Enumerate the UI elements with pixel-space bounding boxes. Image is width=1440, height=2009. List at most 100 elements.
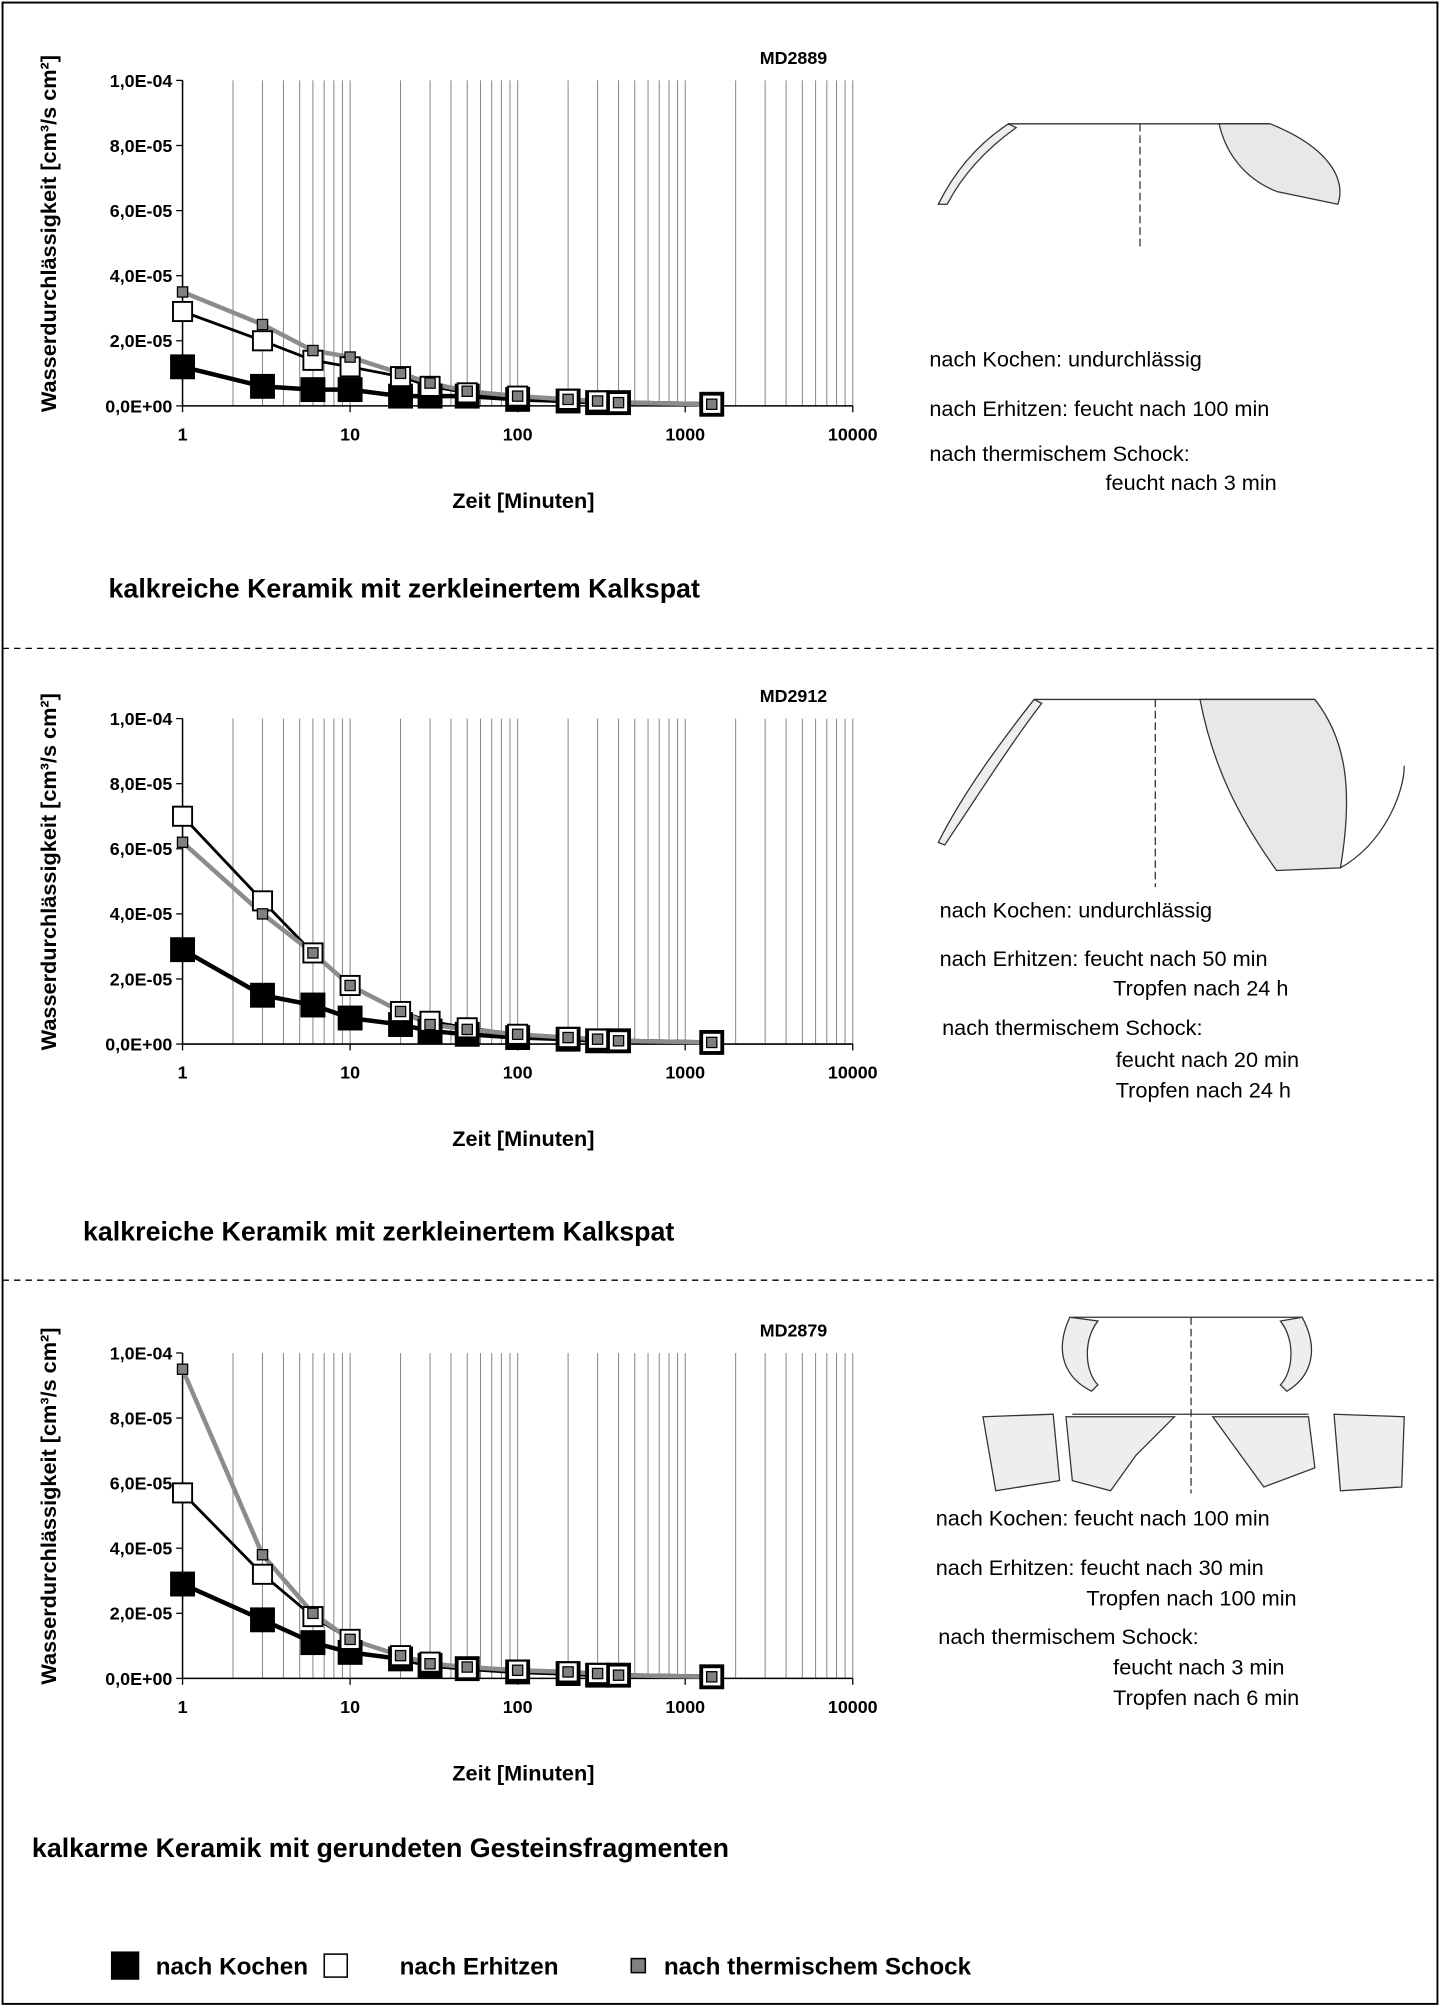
y-tick-label: 6,0E-05 [110, 839, 173, 859]
data-point [300, 377, 326, 403]
note: nach Kochen: feucht nach 100 min [936, 1505, 1270, 1530]
y-tick-label: 0,0E+00 [105, 396, 172, 416]
chart-title: MD2912 [760, 686, 828, 706]
data-point [307, 344, 319, 357]
data-point [562, 1031, 574, 1044]
y-tick-label: 8,0E-05 [110, 774, 173, 794]
legend-label: nach thermischem Schock [664, 1954, 972, 1981]
data-point [337, 377, 363, 403]
data-point [394, 1005, 407, 1018]
note: Tropfen nach 24 h [1116, 1078, 1291, 1103]
note: nach thermischem Schock: [929, 441, 1189, 466]
note: nach Erhitzen: feucht nach 100 min [929, 396, 1269, 421]
x-axis-label: Zeit [Minuten] [452, 1761, 594, 1786]
data-point [170, 354, 196, 380]
data-point [176, 836, 189, 849]
legend-label: nach Erhitzen [400, 1954, 559, 1981]
x-tick-label: 10 [340, 1063, 360, 1083]
data-point [394, 367, 407, 380]
y-tick-label: 4,0E-05 [110, 266, 173, 286]
data-point [250, 982, 275, 1008]
data-point [511, 1028, 524, 1041]
x-tick-label: 1000 [665, 1063, 705, 1083]
x-tick-label: 10 [340, 424, 360, 444]
data-point [170, 1571, 196, 1597]
note: nach thermischem Schock: [942, 1015, 1202, 1040]
data-point [307, 947, 319, 959]
data-point [706, 1036, 718, 1049]
data-point [256, 1548, 269, 1561]
y-tick-label: 8,0E-05 [110, 136, 173, 156]
x-axis-label: Zeit [Minuten] [452, 488, 594, 513]
data-point [591, 1033, 604, 1045]
data-point [424, 1018, 436, 1031]
y-tick-label: 2,0E-05 [110, 1604, 173, 1624]
x-axis-label: Zeit [Minuten] [452, 1126, 594, 1151]
y-tick-label: 1,0E-04 [110, 71, 173, 91]
caption: kalkarme Keramik mit gerundeten Gesteins… [32, 1833, 729, 1863]
x-tick-label: 1 [178, 424, 188, 444]
note: nach Erhitzen: feucht nach 30 min [936, 1555, 1264, 1580]
data-point [511, 390, 524, 402]
legend-swatch [110, 1951, 140, 1980]
data-point [344, 1633, 356, 1646]
data-point [172, 300, 194, 323]
x-tick-label: 1000 [665, 1697, 705, 1717]
data-point [307, 1607, 319, 1620]
note: nach thermischem Schock: [938, 1624, 1198, 1649]
y-tick-label: 6,0E-05 [110, 1474, 173, 1494]
chart-title: MD2889 [760, 48, 828, 68]
x-tick-label: 10000 [828, 1697, 878, 1717]
caption: kalkreiche Keramik mit zerkleinertem Kal… [83, 1217, 674, 1247]
y-tick-label: 2,0E-05 [110, 331, 173, 351]
data-point [612, 396, 625, 409]
data-point [337, 1005, 363, 1031]
sherd-drawing [937, 123, 1405, 1494]
legend-swatch [630, 1957, 647, 1974]
note: feucht nach 3 min [1106, 470, 1277, 495]
data-point [591, 1667, 604, 1680]
data-point [170, 937, 196, 963]
y-tick-label: 1,0E-04 [110, 709, 173, 729]
data-point [394, 1649, 407, 1662]
y-tick-label: 4,0E-05 [110, 904, 173, 924]
data-point [251, 1563, 274, 1585]
data-point [344, 979, 356, 992]
y-axis-label: Wasserdurchlässigkeit [cm³/s cm²] [36, 55, 61, 412]
data-point [562, 1666, 574, 1678]
note: nach Erhitzen: feucht nach 50 min [940, 946, 1268, 971]
y-tick-label: 8,0E-05 [110, 1408, 173, 1428]
x-tick-label: 1 [178, 1697, 188, 1717]
data-point [706, 1671, 718, 1683]
data-point [256, 318, 269, 331]
data-point [591, 395, 604, 407]
y-tick-label: 6,0E-05 [110, 201, 173, 221]
note: Tropfen nach 100 min [1086, 1586, 1296, 1611]
data-point [300, 1630, 326, 1656]
data-point [511, 1664, 524, 1677]
data-point [250, 373, 275, 399]
data-point [251, 890, 274, 912]
x-tick-label: 10000 [828, 1063, 878, 1083]
y-tick-label: 2,0E-05 [110, 969, 173, 989]
data-point [300, 992, 326, 1018]
data-point [461, 1023, 473, 1036]
note: feucht nach 20 min [1116, 1047, 1299, 1072]
note: Tropfen nach 6 min [1113, 1685, 1299, 1710]
x-tick-label: 10 [340, 1697, 360, 1717]
data-point [256, 908, 269, 920]
x-tick-label: 1 [178, 1063, 188, 1083]
note: feucht nach 3 min [1113, 1655, 1284, 1680]
y-tick-label: 0,0E+00 [105, 1034, 172, 1054]
note: Tropfen nach 24 h [1113, 976, 1288, 1001]
x-tick-label: 100 [503, 1063, 533, 1083]
note: nach Kochen: undurchlässig [940, 898, 1213, 923]
data-point [424, 1658, 436, 1670]
data-point [612, 1035, 625, 1047]
data-point [172, 1482, 194, 1504]
data-point [176, 286, 189, 298]
data-point [706, 398, 718, 411]
data-point [612, 1669, 625, 1681]
y-tick-label: 0,0E+00 [105, 1669, 172, 1689]
data-point [388, 383, 413, 409]
